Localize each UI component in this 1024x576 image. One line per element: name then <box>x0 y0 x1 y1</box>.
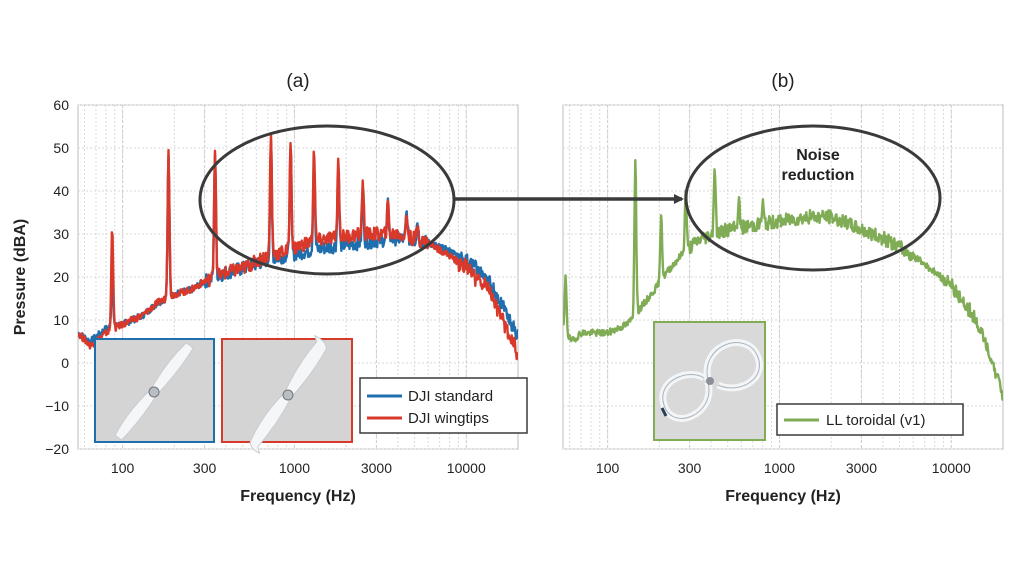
panel-b-x-tick-label: 300 <box>678 460 702 476</box>
panel-a-x-tick-label: 1000 <box>279 460 310 476</box>
panel-b-x-tick-label: 100 <box>596 460 620 476</box>
panel-a-y-ticks: −20 −10 0 10 20 30 40 50 60 <box>45 97 69 457</box>
panel-a-x-axis-label: Frequency (Hz) <box>240 488 356 505</box>
panel-a-x-tick-label: 3000 <box>361 460 392 476</box>
annotation-line-2: reduction <box>782 167 855 184</box>
panel-a-y-tick-label: 30 <box>53 226 69 242</box>
panel-a-y-tick-label: 40 <box>53 183 69 199</box>
panel-a-y-tick-label: −10 <box>45 398 69 414</box>
panel-a-x-ticks: 100 300 1000 3000 10000 <box>111 460 486 476</box>
panel-a-y-tick-label: 60 <box>53 97 69 113</box>
panel-a-y-tick-label: 10 <box>53 312 69 328</box>
legend-label-dji-standard: DJI standard <box>408 388 493 405</box>
panel-b-x-tick-label: 10000 <box>932 460 971 476</box>
series-line-dji-wingtips <box>78 132 518 361</box>
panel-a-y-tick-label: 0 <box>61 355 69 371</box>
panel-a-x-tick-label: 300 <box>193 460 217 476</box>
panel-b-x-ticks: 100 300 1000 3000 10000 <box>596 460 971 476</box>
panel-b-title: (b) <box>771 71 794 92</box>
inset-dji-wingtips <box>221 334 353 455</box>
panel-b-x-axis-label: Frequency (Hz) <box>725 488 841 505</box>
panel-a-y-tick-label: 20 <box>53 269 69 285</box>
series-line-ll-toroidal-v1 <box>563 159 1003 401</box>
panel-a-y-tick-label: 50 <box>53 140 69 156</box>
inset-dji-standard <box>94 338 215 443</box>
panel-a-y-tick-label: −20 <box>45 441 69 457</box>
propeller-toroidal-icon <box>659 339 763 422</box>
legend-b: LL toroidal (v1) <box>776 403 964 436</box>
legend-a: DJI standard DJI wingtips <box>359 377 528 434</box>
legend-label-ll-toroidal: LL toroidal (v1) <box>826 412 926 429</box>
panel-b-series <box>563 159 1003 401</box>
propeller-standard-icon <box>114 342 194 441</box>
panel-b-x-tick-label: 3000 <box>846 460 877 476</box>
panel-a-x-tick-label: 100 <box>111 460 135 476</box>
panel-a-title: (a) <box>286 71 309 92</box>
panel-b-grid <box>563 104 1003 450</box>
panel-a-grid <box>78 104 518 450</box>
y-axis-label: Pressure (dBA) <box>12 219 29 335</box>
inset-ll-toroidal <box>653 321 766 441</box>
panel-a-x-tick-label: 10000 <box>447 460 486 476</box>
noise-ellipse-a <box>198 124 456 276</box>
propeller-wingtips-icon <box>249 334 328 455</box>
panel-b-x-tick-label: 1000 <box>764 460 795 476</box>
panel-a-series <box>78 132 518 361</box>
noise-ellipse-b <box>684 124 942 272</box>
annotation-line-1: Noise <box>796 147 840 164</box>
legend-label-dji-wingtips: DJI wingtips <box>408 410 489 427</box>
panel-b: 100 300 1000 3000 10000 <box>562 104 1004 476</box>
